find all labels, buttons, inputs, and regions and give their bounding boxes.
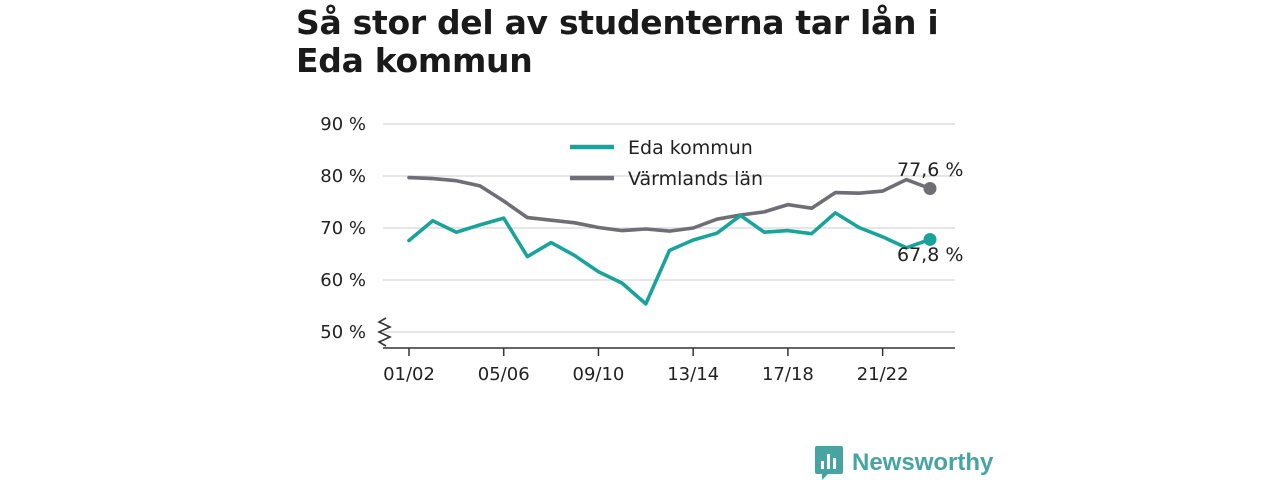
series-endpoint [923,232,937,246]
y-tick-label: 60 % [320,270,366,291]
y-tick-label: 80 % [320,166,366,187]
x-tick-label: 01/02 [383,364,435,385]
series-lines [407,175,937,306]
x-tick-label: 17/18 [762,364,814,385]
series-line [407,175,932,233]
axes: 90 % 80 % 70 % 60 % 50 % 01/02 05/06 09/10 13/14… [320,114,955,385]
series-endpoint [923,181,937,195]
series-line [407,211,932,306]
bar-chart-speech-icon [815,446,843,480]
y-tick-label: 90 % [320,114,366,135]
x-tick-label: 13/14 [667,364,719,385]
legend-label: Värmlands län [628,168,763,190]
end-label-eda-kommun: 67,8 % [897,244,963,266]
legend: Eda kommun Värmlands län [570,137,763,190]
end-label-varmlands-lan: 77,6 % [897,159,963,181]
brand-name: Newsworthy [852,449,994,476]
x-tick-label: 05/06 [478,364,530,385]
axis-break-icon [377,317,392,347]
y-tick-label: 70 % [320,218,366,239]
end-labels: 77,6 % 67,8 % [897,159,963,266]
y-tick-label: 50 % [320,322,366,343]
x-tick-label: 21/22 [857,364,909,385]
newsworthy-logo: Newsworthy [815,446,993,480]
legend-label: Eda kommun [628,137,753,159]
chart-title: Så stor del av studenterna tar lån i Eda… [296,3,939,80]
x-tick-label: 09/10 [573,364,625,385]
